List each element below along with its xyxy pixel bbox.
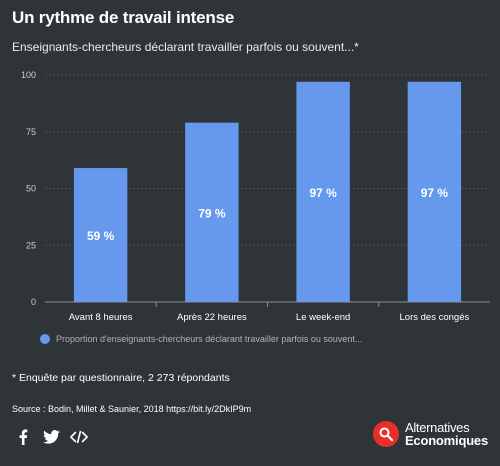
brand-name-line2: Economiques <box>404 433 488 448</box>
x-tick-label: Avant 8 heures <box>69 312 133 323</box>
chart-subtitle: Enseignants-chercheurs déclarant travail… <box>12 40 359 54</box>
source-line: Source : Bodin, Millet & Saunier, 2018 h… <box>12 404 252 414</box>
chart-legend[interactable]: Proportion d'enseignants-chercheurs décl… <box>40 334 362 344</box>
legend-swatch <box>40 334 50 344</box>
bar-chart: 0 25 50 75 100 59 % Avant 8 heures 79 % Après 2… <box>21 70 490 323</box>
x-tick-label: Après 22 heures <box>177 312 247 323</box>
y-tick-label: 50 <box>26 184 36 194</box>
bar <box>73 168 128 302</box>
legend-label: Proportion d'enseignants-chercheurs décl… <box>56 334 363 344</box>
footnote: * Enquête par questionnaire, 2 273 répon… <box>12 372 230 384</box>
data-label: 79 % <box>198 206 226 220</box>
brand-name-line1: Alternatives <box>404 420 470 435</box>
bar <box>296 81 350 302</box>
y-tick-label: 100 <box>21 70 36 80</box>
bar <box>185 122 239 302</box>
brand-logo[interactable]: Alternatives Economiques <box>372 420 488 448</box>
twitter-icon[interactable] <box>42 429 60 445</box>
y-tick-label: 25 <box>26 240 36 250</box>
data-label: 59 % <box>87 229 115 243</box>
embed-code-icon[interactable] <box>70 429 88 445</box>
y-tick-label: 0 <box>31 297 36 307</box>
data-label: 97 % <box>309 186 337 200</box>
x-tick-label: Lors des congés <box>400 312 470 323</box>
x-tick-label: Le week-end <box>296 312 350 323</box>
y-tick-label: 75 <box>26 127 36 137</box>
data-label: 97 % <box>421 186 449 200</box>
bar <box>407 81 462 302</box>
magnifier-logo-icon <box>372 421 399 447</box>
chart-title: Un rythme de travail intense <box>12 8 235 27</box>
facebook-icon[interactable] <box>14 429 32 445</box>
share-bar <box>14 429 88 445</box>
